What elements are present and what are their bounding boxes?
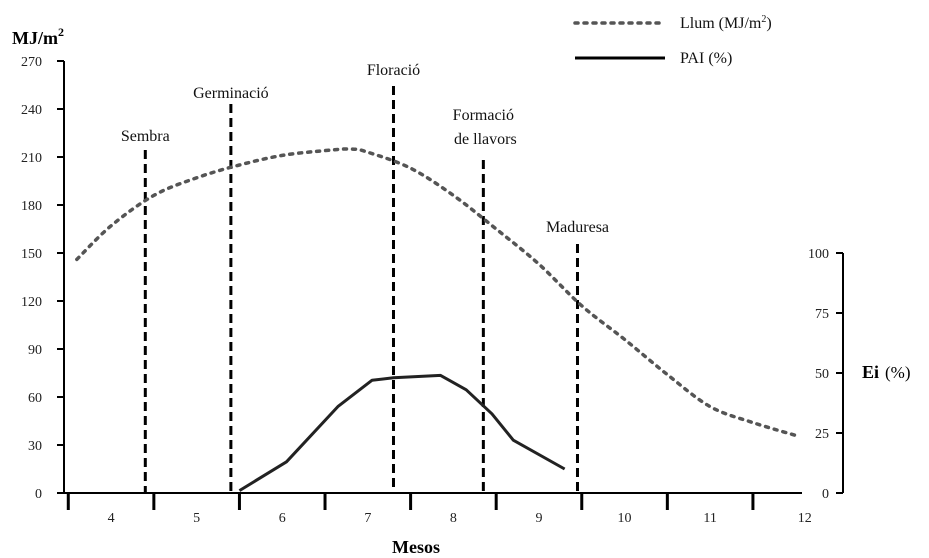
y-left-tick-label: 150	[21, 247, 42, 262]
y-left-tick-label: 0	[35, 487, 42, 502]
x-tick-label: 4	[108, 511, 115, 526]
x-tick-label: 11	[703, 511, 716, 526]
stage-label: Formació	[453, 107, 514, 124]
legend-light-label: Llum (MJ/m2)	[680, 14, 772, 32]
legend-light-sup: 2	[761, 14, 766, 25]
y-left-tick-label: 180	[21, 199, 42, 214]
legend-light-suffix: )	[766, 15, 771, 32]
y-left-tick-label: 120	[21, 295, 42, 310]
y-left-tick-label: 210	[21, 151, 42, 166]
x-tick-label: 6	[279, 511, 286, 526]
x-tick-label: 8	[450, 511, 457, 526]
x-tick-label: 12	[798, 511, 812, 526]
stage-label-line2: de llavors	[454, 131, 517, 148]
y-left-tick-label: 30	[28, 439, 42, 454]
axis-titles: MJ/m2 Ei (%) Mesos	[12, 25, 911, 557]
y-left-axis-title: MJ/m2	[12, 25, 64, 48]
stage-label: Floració	[367, 62, 420, 79]
y-right-tick-label: 50	[815, 367, 829, 382]
stage-label: Sembra	[121, 128, 170, 145]
y-left-tick-label: 270	[21, 55, 42, 70]
y-right-tick-label: 75	[815, 307, 829, 322]
x-axis-title: Mesos	[392, 537, 440, 557]
stage-label: Maduresa	[546, 219, 609, 236]
y-right-axis-title: Ei (%)	[862, 362, 911, 382]
y-left-tick-label: 60	[28, 391, 42, 406]
y-right-tick-label: 100	[808, 247, 829, 262]
y-left-tick-label: 90	[28, 343, 42, 358]
y-left-tick-label: 240	[21, 103, 42, 118]
x-tick-label: 7	[364, 511, 371, 526]
series-pai-line	[238, 373, 566, 492]
y-right-tick-label: 25	[815, 427, 829, 442]
x-tick-label: 9	[535, 511, 542, 526]
y-left-axis-title-sup: 2	[58, 25, 64, 39]
stage-label: Germinació	[193, 85, 269, 102]
y-right-tick-label: 0	[822, 487, 829, 502]
legend-pai-label: PAI (%)	[680, 50, 732, 67]
x-tick-label: 10	[618, 511, 632, 526]
series-light-line	[75, 147, 798, 438]
y-right-axis-title-bold: Ei	[862, 362, 879, 382]
y-right-axis-title-unit: (%)	[885, 363, 910, 382]
series-layer	[75, 147, 798, 492]
x-tick-label: 5	[193, 511, 200, 526]
legend: Llum (MJ/m2) PAI (%)	[573, 14, 772, 67]
stage-lines: Sembra Germinació Floració Formació de llavo…	[121, 62, 609, 493]
